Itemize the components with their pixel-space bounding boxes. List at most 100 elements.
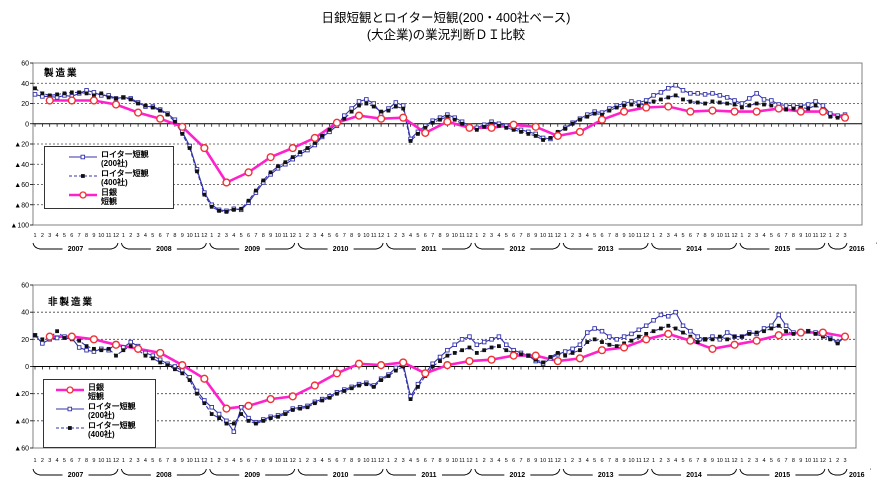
month-label: 9 xyxy=(623,458,626,464)
year-label: 2016 xyxy=(849,246,865,253)
legend-item-boj: 日銀 短観 xyxy=(54,383,151,401)
marker-filled-square xyxy=(673,93,678,98)
marker-filled-square xyxy=(732,102,737,107)
month-label: 4 xyxy=(321,458,324,464)
legend-label-reuters400: ロイター短観 (400社) xyxy=(101,169,149,187)
year-label-bg xyxy=(681,243,708,252)
page-title: 日銀短観とロイター短観(200・400社ベース) (大企業)の業況判断ＤＩ比較 xyxy=(0,10,892,44)
marker-filled-square xyxy=(555,351,560,355)
month-label: 12 xyxy=(378,233,384,239)
month-label: 8 xyxy=(438,233,441,239)
marker-filled-square xyxy=(298,150,302,154)
month-label: 7 xyxy=(519,458,522,464)
y-axis-label: 0 xyxy=(25,121,29,128)
marker-filled-square xyxy=(239,412,244,416)
marker-open-square xyxy=(673,83,678,88)
month-label: 4 xyxy=(497,458,500,464)
year-label: 2014 xyxy=(686,246,702,253)
month-label: 2 xyxy=(218,458,221,464)
marker-open-square xyxy=(467,334,472,339)
marker-open-square xyxy=(636,327,642,333)
month-label: 5 xyxy=(505,458,508,464)
month-label: 5 xyxy=(416,458,419,464)
month-label: 10 xyxy=(717,233,723,239)
month-label: 1 xyxy=(564,233,567,239)
marker-filled-square xyxy=(474,351,479,355)
month-label: 11 xyxy=(724,233,730,239)
month-label: 12 xyxy=(113,458,119,464)
marker-filled-square xyxy=(143,353,148,358)
marker-filled-square xyxy=(231,207,236,212)
marker-open-square xyxy=(496,334,502,339)
month-label: 3 xyxy=(313,458,316,464)
year-label: 2013 xyxy=(598,246,614,253)
year-label-bg xyxy=(62,243,89,252)
y-axis-label: ▲100 xyxy=(10,223,29,230)
year-label-bg xyxy=(150,469,177,478)
marker-open-circle xyxy=(178,361,187,370)
marker-open-square xyxy=(769,98,774,103)
marker-filled-square xyxy=(143,103,148,108)
marker-filled-square xyxy=(55,92,59,97)
month-label: 3 xyxy=(48,458,51,464)
marker-filled-square xyxy=(769,326,774,331)
month-label: 2 xyxy=(394,233,397,239)
marker-filled-square xyxy=(106,346,111,351)
month-label: 5 xyxy=(63,458,66,464)
marker-filled-square xyxy=(511,127,516,132)
month-label: 9 xyxy=(269,458,272,464)
marker-filled-square xyxy=(710,99,715,104)
year-label-bg xyxy=(415,243,442,252)
month-label: 1 xyxy=(210,458,213,464)
month-label: 9 xyxy=(711,458,714,464)
month-label: 12 xyxy=(201,458,207,464)
month-label: 7 xyxy=(696,233,699,239)
marker-open-square xyxy=(658,90,664,95)
marker-open-square xyxy=(724,330,730,335)
marker-filled-square xyxy=(717,100,722,105)
marker-filled-square xyxy=(379,109,383,114)
marker-filled-square xyxy=(563,126,568,131)
marker-filled-square xyxy=(357,383,361,388)
marker-filled-square xyxy=(158,108,163,113)
marker-filled-square xyxy=(600,340,604,344)
month-label: 2 xyxy=(836,458,839,464)
month-label: 7 xyxy=(166,233,169,239)
marker-filled-square xyxy=(327,395,332,400)
month-label: 11 xyxy=(283,458,289,464)
marker-open-square xyxy=(724,95,730,100)
marker-open-circle xyxy=(354,111,364,120)
month-label: 9 xyxy=(799,233,802,239)
marker-filled-square xyxy=(246,418,251,423)
legend-item-reuters200: ロイター短観 (200社) xyxy=(54,402,151,420)
marker-filled-square xyxy=(740,105,744,110)
month-label: 3 xyxy=(48,233,51,239)
month-label: 2 xyxy=(218,233,221,239)
marker-open-square xyxy=(607,334,612,339)
month-label: 4 xyxy=(232,458,235,464)
y-axis-label: ▲60 xyxy=(14,446,29,453)
legend-label-line1: ロイター短観 xyxy=(88,421,136,430)
marker-filled-square xyxy=(386,374,391,378)
month-label: 7 xyxy=(166,458,169,464)
month-label: 5 xyxy=(681,233,684,239)
marker-open-circle xyxy=(796,107,805,116)
marker-filled-square xyxy=(438,359,442,363)
month-label: 11 xyxy=(724,458,730,464)
marker-open-square xyxy=(592,326,597,331)
marker-open-circle xyxy=(288,392,297,401)
month-label: 8 xyxy=(173,233,176,239)
marker-filled-square xyxy=(217,416,221,421)
month-label: 6 xyxy=(512,458,515,464)
marker-filled-square xyxy=(195,169,199,174)
month-label: 5 xyxy=(505,233,508,239)
month-label: 10 xyxy=(363,233,369,239)
marker-filled-square xyxy=(305,146,310,150)
month-label: 5 xyxy=(151,458,154,464)
legend-label-line2: 短観 xyxy=(101,197,117,206)
month-label: 10 xyxy=(275,233,281,239)
month-label: 1 xyxy=(122,233,125,239)
marker-filled-square xyxy=(681,97,685,102)
month-label: 7 xyxy=(78,233,81,239)
month-label: 9 xyxy=(711,233,714,239)
